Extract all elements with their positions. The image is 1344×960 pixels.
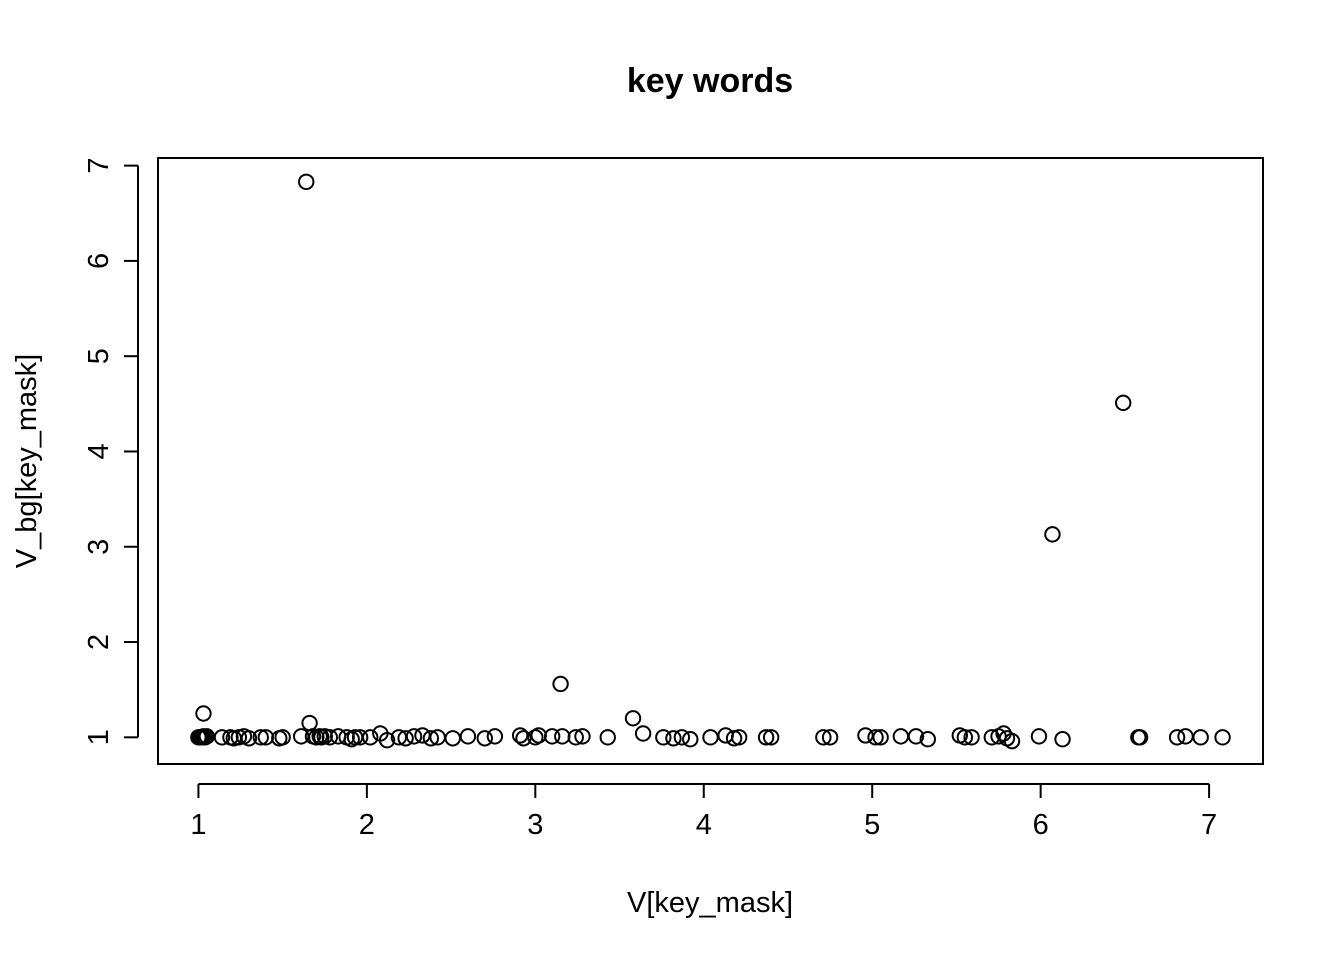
data-point <box>397 730 414 747</box>
data-point <box>301 714 318 732</box>
data-point <box>963 729 980 746</box>
data-point <box>821 729 839 746</box>
x-tick-label: 1 <box>190 809 206 841</box>
y-tick-label: 3 <box>83 539 115 555</box>
data-point <box>444 730 461 747</box>
data-point <box>1003 732 1021 750</box>
data-point <box>857 727 874 744</box>
data-point <box>673 729 691 746</box>
data-point <box>552 675 569 693</box>
y-tick-label: 2 <box>83 634 115 650</box>
data-point <box>252 729 269 746</box>
data-point <box>195 705 212 722</box>
data-point <box>907 728 925 745</box>
data-point <box>321 729 339 746</box>
data-point <box>1114 394 1132 412</box>
data-point <box>422 730 440 747</box>
data-point <box>599 729 616 746</box>
data-point <box>378 731 396 749</box>
data-point <box>1044 526 1061 543</box>
data-point <box>362 729 379 746</box>
y-tick-label: 5 <box>83 348 115 364</box>
data-points <box>190 173 1231 750</box>
data-point <box>213 729 231 746</box>
data-point <box>1131 729 1149 746</box>
data-point <box>1177 728 1194 745</box>
plot-frame <box>157 157 1264 765</box>
data-point <box>762 729 780 746</box>
data-point <box>567 729 584 746</box>
data-point <box>1030 728 1048 745</box>
data-point <box>730 729 748 746</box>
data-point <box>298 173 315 191</box>
data-point <box>1168 729 1186 746</box>
x-tick-label: 4 <box>696 809 712 841</box>
x-axis: 1 2 3 4 5 6 7 <box>190 783 1217 841</box>
y-tick-label: 1 <box>83 729 115 745</box>
data-point <box>867 729 884 746</box>
data-point <box>405 728 423 745</box>
data-point <box>486 728 504 745</box>
data-point <box>515 730 532 747</box>
data-point <box>872 729 889 746</box>
y-axis-label: V_bg[key_mask] <box>11 354 43 568</box>
data-point <box>655 729 672 746</box>
data-point <box>240 730 258 747</box>
data-point <box>351 729 369 746</box>
data-point <box>682 731 699 748</box>
x-tick-label: 7 <box>1201 809 1217 841</box>
y-tick-label: 6 <box>83 253 115 269</box>
data-point <box>459 728 477 745</box>
data-point <box>717 727 734 744</box>
y-tick-label: 4 <box>83 443 115 459</box>
y-tick-label: 7 <box>83 158 115 174</box>
data-point <box>919 731 936 748</box>
y-axis: 1 2 3 4 5 6 7 <box>83 158 139 745</box>
data-point <box>956 729 974 746</box>
x-axis-label: V[key_mask] <box>627 887 793 919</box>
data-point <box>757 729 775 746</box>
data-point <box>574 728 591 745</box>
data-point <box>274 729 291 746</box>
x-tick-label: 6 <box>1033 809 1049 841</box>
data-point <box>624 710 642 727</box>
data-point <box>476 730 493 747</box>
data-point <box>1054 731 1071 748</box>
data-point <box>665 730 682 747</box>
data-point <box>1214 729 1231 746</box>
data-point <box>414 727 431 744</box>
data-point <box>543 728 561 745</box>
data-point <box>702 729 719 746</box>
data-point <box>554 728 571 745</box>
x-tick-label: 2 <box>359 809 375 841</box>
data-point <box>892 728 910 745</box>
data-point <box>815 729 832 746</box>
x-tick-label: 3 <box>527 809 543 841</box>
data-point <box>1192 729 1209 746</box>
data-point <box>634 725 652 742</box>
x-tick-label: 5 <box>864 809 880 841</box>
chart-title: key words <box>627 62 793 100</box>
